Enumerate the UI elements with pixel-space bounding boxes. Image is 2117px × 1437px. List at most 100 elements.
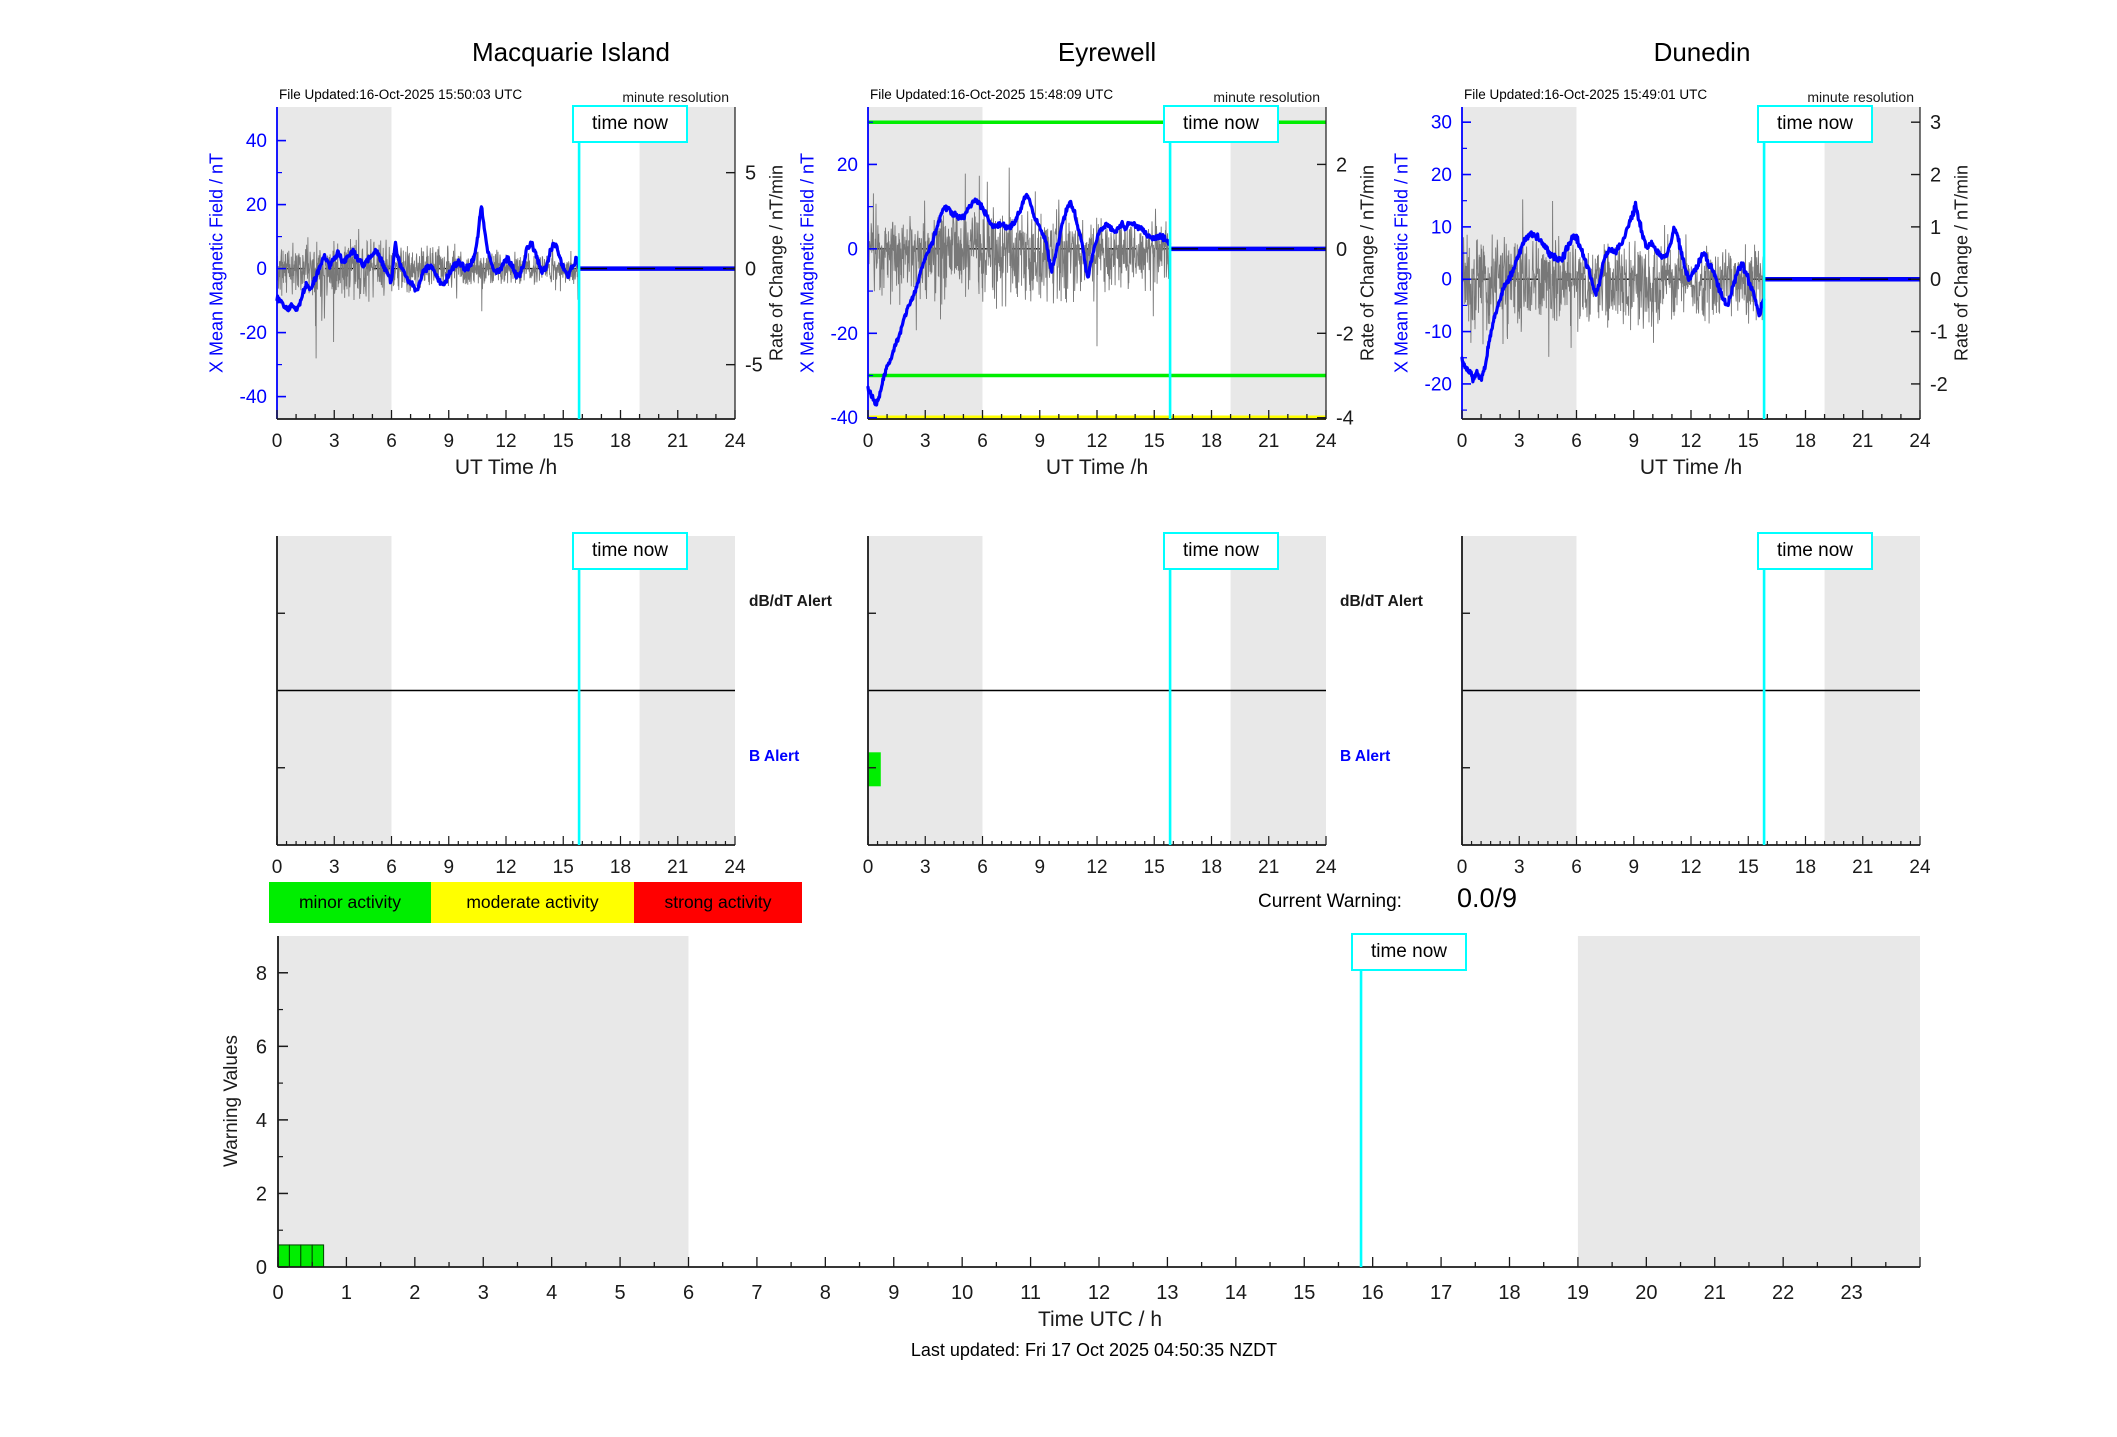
svg-text:4: 4 — [256, 1110, 267, 1132]
svg-text:6: 6 — [256, 1036, 267, 1058]
svg-text:15: 15 — [1144, 431, 1165, 452]
svg-text:0: 0 — [847, 239, 858, 260]
svg-text:10: 10 — [951, 1282, 973, 1304]
svg-text:20: 20 — [246, 195, 267, 216]
svg-text:12: 12 — [1088, 1282, 1110, 1304]
svg-text:0: 0 — [272, 857, 283, 878]
svg-text:18: 18 — [1795, 857, 1816, 878]
svg-text:40: 40 — [246, 131, 267, 152]
svg-text:20: 20 — [1635, 1282, 1657, 1304]
svg-text:15: 15 — [1738, 431, 1759, 452]
svg-text:3: 3 — [920, 857, 931, 878]
svg-text:5: 5 — [745, 163, 756, 185]
svg-text:18: 18 — [1201, 857, 1222, 878]
svg-text:16: 16 — [1362, 1282, 1384, 1304]
svg-text:0: 0 — [745, 259, 756, 281]
svg-text:3: 3 — [329, 431, 340, 452]
svg-text:2: 2 — [1930, 165, 1941, 187]
svg-text:9: 9 — [1628, 431, 1639, 452]
svg-text:3: 3 — [1930, 112, 1941, 134]
svg-text:5: 5 — [615, 1282, 626, 1304]
svg-text:-1: -1 — [1930, 322, 1948, 344]
svg-text:9: 9 — [1628, 857, 1639, 878]
svg-text:24: 24 — [1315, 431, 1337, 452]
time-now-box-alert-macquarie: time now — [572, 532, 688, 570]
svg-text:2: 2 — [409, 1282, 420, 1304]
svg-text:-4: -4 — [1336, 408, 1354, 430]
y-axis-label-right-dunedin: Rate of Change / nT/min — [1951, 164, 1972, 362]
time-now-box-top-dunedin: time now — [1757, 105, 1873, 143]
svg-text:9: 9 — [443, 431, 454, 452]
resolution-label-eyrewell: minute resolution — [1213, 89, 1320, 105]
svg-text:6: 6 — [386, 857, 397, 878]
svg-text:12: 12 — [495, 431, 516, 452]
time-now-box-alert-eyrewell: time now — [1163, 532, 1279, 570]
svg-text:0: 0 — [863, 857, 874, 878]
svg-text:6: 6 — [977, 431, 988, 452]
x-axis-label-dunedin: UT Time /h — [1639, 456, 1743, 479]
svg-text:3: 3 — [920, 431, 931, 452]
svg-text:15: 15 — [1293, 1282, 1315, 1304]
svg-text:0: 0 — [1930, 269, 1941, 291]
current-warning-value: 0.0/9 — [1457, 883, 1518, 913]
time-now-box-warning-chart: time now — [1351, 933, 1467, 971]
svg-text:24: 24 — [1315, 857, 1337, 878]
svg-text:3: 3 — [329, 857, 340, 878]
svg-text:7: 7 — [751, 1282, 762, 1304]
resolution-label-dunedin: minute resolution — [1807, 89, 1914, 105]
y-axis-label-right-macquarie: Rate of Change / nT/min — [766, 164, 787, 362]
svg-text:14: 14 — [1225, 1282, 1247, 1304]
current-warning-label: Current Warning: — [1258, 891, 1402, 912]
svg-text:22: 22 — [1772, 1282, 1794, 1304]
y-axis-label-left-eyrewell: X Mean Magnetic Field / nT — [797, 152, 818, 374]
svg-text:-2: -2 — [1336, 323, 1354, 345]
svg-text:-40: -40 — [831, 408, 858, 429]
svg-text:-40: -40 — [240, 387, 267, 408]
svg-text:12: 12 — [495, 857, 516, 878]
svg-text:4: 4 — [546, 1282, 557, 1304]
svg-text:12: 12 — [1086, 431, 1107, 452]
svg-text:21: 21 — [667, 431, 688, 452]
time-now-box-top-macquarie: time now — [572, 105, 688, 143]
svg-text:6: 6 — [1571, 431, 1582, 452]
svg-text:0: 0 — [1441, 270, 1452, 291]
svg-text:15: 15 — [553, 431, 574, 452]
svg-text:-2: -2 — [1930, 374, 1948, 396]
svg-text:1: 1 — [341, 1282, 352, 1304]
svg-text:10: 10 — [1431, 217, 1452, 238]
svg-text:9: 9 — [888, 1282, 899, 1304]
svg-text:15: 15 — [1738, 857, 1759, 878]
svg-text:3: 3 — [478, 1282, 489, 1304]
time-now-box-alert-dunedin: time now — [1757, 532, 1873, 570]
svg-text:0: 0 — [272, 431, 283, 452]
svg-text:21: 21 — [1258, 857, 1279, 878]
x-axis-label-macquarie: UT Time /h — [454, 456, 558, 479]
svg-text:21: 21 — [1852, 857, 1873, 878]
time-utc-axis-label: Time UTC / h — [1037, 1308, 1163, 1331]
svg-text:3: 3 — [1514, 431, 1525, 452]
svg-text:9: 9 — [443, 857, 454, 878]
svg-text:-20: -20 — [1425, 374, 1452, 395]
svg-text:18: 18 — [610, 857, 631, 878]
svg-text:12: 12 — [1680, 857, 1701, 878]
svg-text:12: 12 — [1680, 431, 1701, 452]
svg-text:0: 0 — [256, 259, 267, 280]
svg-text:-20: -20 — [240, 323, 267, 344]
legend-label-moderate: moderate activity — [466, 892, 599, 912]
svg-text:8: 8 — [820, 1282, 831, 1304]
svg-text:-20: -20 — [831, 324, 858, 345]
svg-text:15: 15 — [1144, 857, 1165, 878]
svg-text:0: 0 — [863, 431, 874, 452]
legend-label-strong: strong activity — [664, 892, 772, 912]
svg-text:12: 12 — [1086, 857, 1107, 878]
svg-text:6: 6 — [977, 857, 988, 878]
time-now-box-top-eyrewell: time now — [1163, 105, 1279, 143]
svg-text:24: 24 — [1909, 431, 1931, 452]
svg-text:21: 21 — [1258, 431, 1279, 452]
warning-values-axis-label: Warning Values — [221, 1034, 242, 1168]
station-title-eyrewell: Eyrewell — [1057, 37, 1157, 67]
y-axis-label-left-macquarie: X Mean Magnetic Field / nT — [206, 152, 227, 374]
legend-label-minor: minor activity — [298, 892, 402, 912]
station-title-dunedin: Dunedin — [1653, 37, 1751, 67]
